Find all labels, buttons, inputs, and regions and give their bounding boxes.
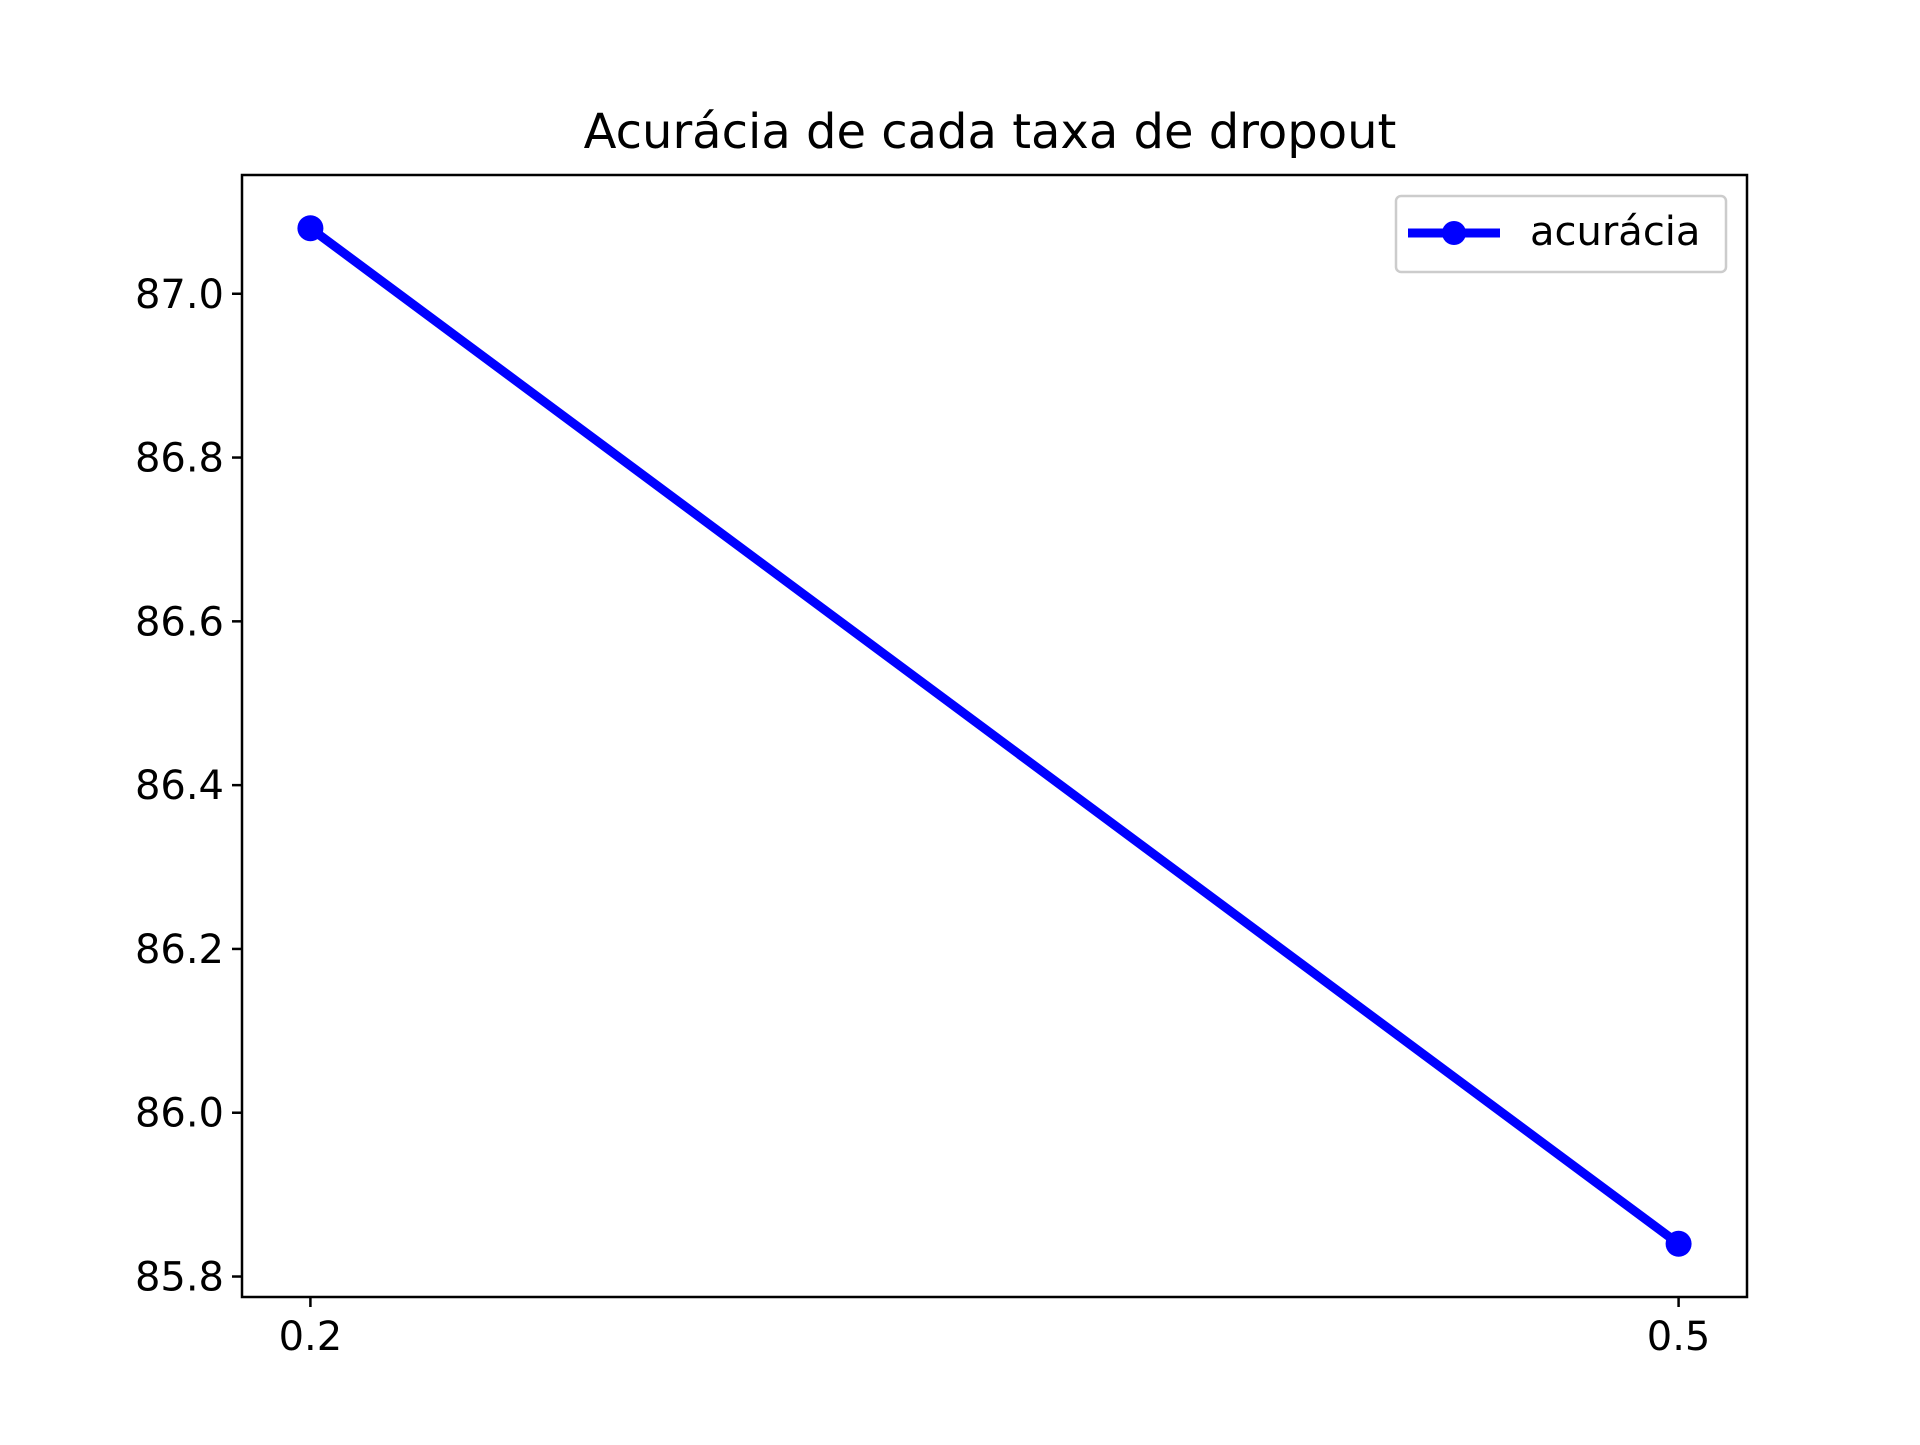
legend-marker-swatch: [1442, 221, 1466, 245]
axes-frame: [240, 173, 1749, 1299]
legend: acurácia: [1394, 194, 1728, 274]
plot-area: 85.8 86.0 86.2 86.4 86.6 86.8 87.0 0.2 0.5: [135, 215, 1710, 1360]
y-tick-label: 86.6: [135, 599, 224, 645]
data-point: [297, 215, 324, 242]
y-tick-label: 86.8: [135, 436, 224, 482]
x-tick-label: 0.2: [279, 1314, 343, 1360]
y-tick-label: 86.2: [135, 927, 224, 973]
legend-box: [1394, 194, 1728, 274]
series-line-acuracia: [307, 224, 1682, 1248]
y-tick-label: 86.4: [135, 763, 224, 809]
data-point: [1665, 1230, 1692, 1257]
legend-label: acurácia: [1530, 209, 1700, 255]
y-tick-label: 86.0: [135, 1091, 224, 1137]
y-tick-label: 85.8: [135, 1255, 224, 1301]
y-tick-label: 87.0: [135, 272, 224, 318]
x-tick-label: 0.5: [1647, 1314, 1711, 1360]
chart-title: Acurácia de cada taxa de dropout: [584, 104, 1397, 160]
